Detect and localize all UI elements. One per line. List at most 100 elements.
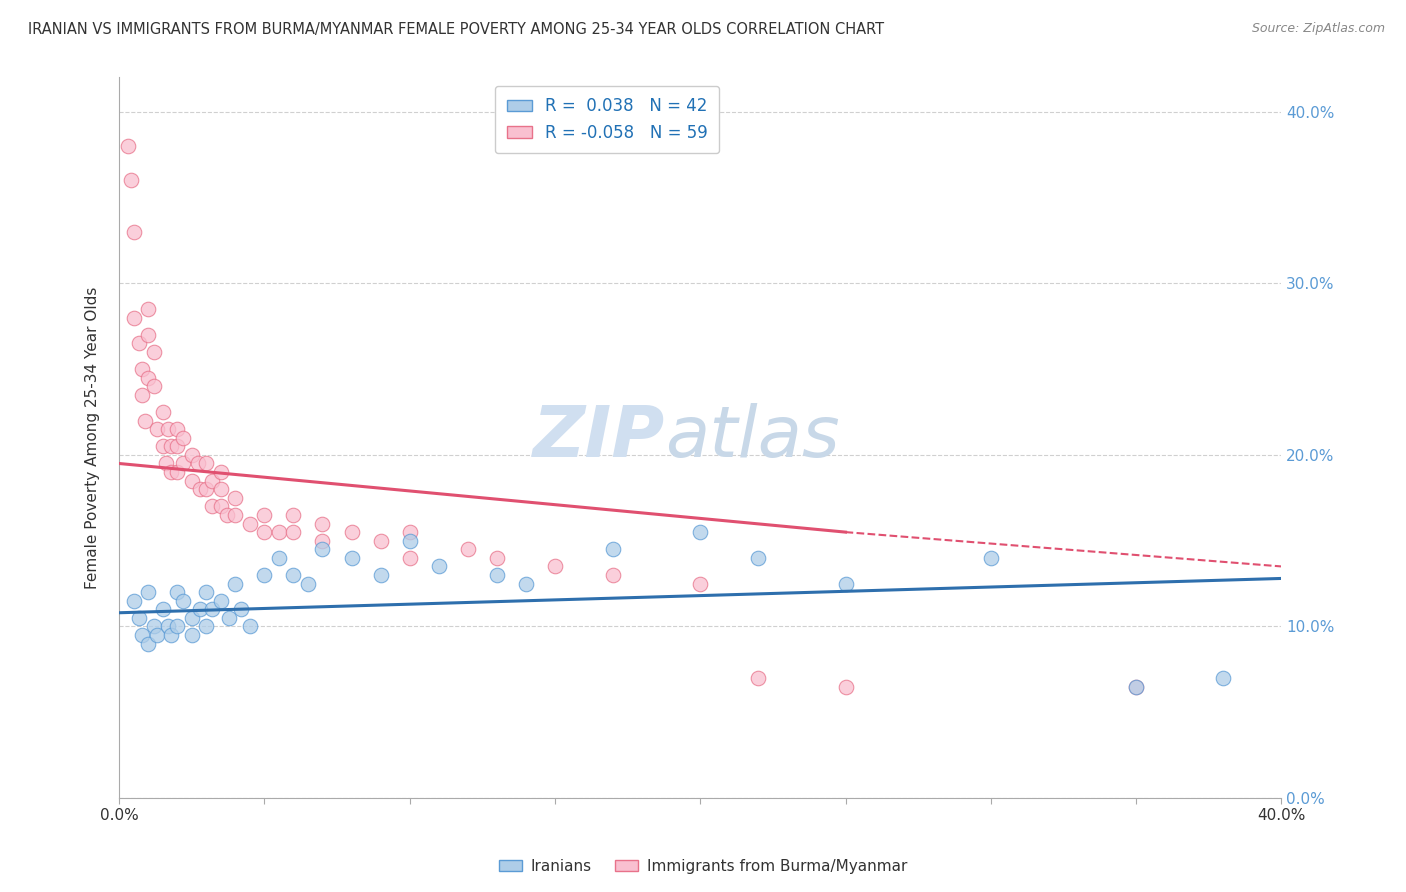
Point xyxy=(131,628,153,642)
Point xyxy=(229,602,252,616)
Text: atlas: atlas xyxy=(665,403,839,472)
Point xyxy=(136,585,159,599)
Legend: Iranians, Immigrants from Burma/Myanmar: Iranians, Immigrants from Burma/Myanmar xyxy=(492,853,914,880)
Point xyxy=(142,379,165,393)
Point xyxy=(253,525,276,540)
Point xyxy=(146,422,169,436)
Point xyxy=(180,474,202,488)
Point xyxy=(370,568,392,582)
Point xyxy=(142,619,165,633)
Point xyxy=(128,336,150,351)
Point xyxy=(689,576,711,591)
Point xyxy=(195,482,218,496)
Point xyxy=(1125,680,1147,694)
Point xyxy=(195,619,218,633)
Point xyxy=(128,611,150,625)
Point xyxy=(172,593,194,607)
Point xyxy=(201,500,224,514)
Point xyxy=(239,619,262,633)
Point xyxy=(152,439,174,453)
Point xyxy=(155,457,177,471)
Point xyxy=(195,585,218,599)
Point xyxy=(515,576,537,591)
Point xyxy=(142,345,165,359)
Point xyxy=(172,457,194,471)
Point xyxy=(201,602,224,616)
Point xyxy=(1212,671,1234,685)
Point xyxy=(311,542,333,557)
Point xyxy=(218,611,240,625)
Legend: R =  0.038   N = 42, R = -0.058   N = 59: R = 0.038 N = 42, R = -0.058 N = 59 xyxy=(495,86,720,153)
Point xyxy=(215,508,238,522)
Point xyxy=(166,585,188,599)
Point xyxy=(253,568,276,582)
Point xyxy=(834,576,856,591)
Point xyxy=(224,508,246,522)
Point xyxy=(239,516,262,531)
Point xyxy=(172,431,194,445)
Point xyxy=(186,457,208,471)
Point xyxy=(485,550,508,565)
Point xyxy=(146,628,169,642)
Point xyxy=(166,619,188,633)
Point xyxy=(152,602,174,616)
Point xyxy=(283,568,305,582)
Point xyxy=(267,525,290,540)
Text: ZIP: ZIP xyxy=(533,403,665,472)
Point xyxy=(180,611,202,625)
Point xyxy=(980,550,1002,565)
Point xyxy=(157,422,180,436)
Y-axis label: Female Poverty Among 25-34 Year Olds: Female Poverty Among 25-34 Year Olds xyxy=(86,286,100,589)
Point xyxy=(209,482,232,496)
Point xyxy=(160,465,183,479)
Point xyxy=(166,422,188,436)
Point xyxy=(602,568,624,582)
Point xyxy=(370,533,392,548)
Point xyxy=(1125,680,1147,694)
Point xyxy=(398,525,420,540)
Point xyxy=(747,671,769,685)
Point xyxy=(136,327,159,342)
Point xyxy=(160,439,183,453)
Point xyxy=(117,139,139,153)
Text: Source: ZipAtlas.com: Source: ZipAtlas.com xyxy=(1251,22,1385,36)
Point xyxy=(340,550,363,565)
Point xyxy=(131,362,153,376)
Point xyxy=(134,414,156,428)
Point xyxy=(311,533,333,548)
Point xyxy=(209,593,232,607)
Point xyxy=(136,301,159,316)
Point xyxy=(180,628,202,642)
Point xyxy=(689,525,711,540)
Text: IRANIAN VS IMMIGRANTS FROM BURMA/MYANMAR FEMALE POVERTY AMONG 25-34 YEAR OLDS CO: IRANIAN VS IMMIGRANTS FROM BURMA/MYANMAR… xyxy=(28,22,884,37)
Point xyxy=(120,173,142,187)
Point xyxy=(267,550,290,565)
Point xyxy=(297,576,319,591)
Point xyxy=(209,500,232,514)
Point xyxy=(253,508,276,522)
Point xyxy=(283,508,305,522)
Point xyxy=(131,388,153,402)
Point xyxy=(190,482,212,496)
Point xyxy=(224,576,246,591)
Point xyxy=(457,542,479,557)
Point xyxy=(602,542,624,557)
Point xyxy=(180,448,202,462)
Point xyxy=(544,559,567,574)
Point xyxy=(485,568,508,582)
Point xyxy=(398,533,420,548)
Point xyxy=(190,602,212,616)
Point xyxy=(195,457,218,471)
Point xyxy=(136,637,159,651)
Point xyxy=(834,680,856,694)
Point xyxy=(166,465,188,479)
Point xyxy=(398,550,420,565)
Point xyxy=(152,405,174,419)
Point xyxy=(166,439,188,453)
Point xyxy=(122,310,145,325)
Point xyxy=(427,559,450,574)
Point xyxy=(122,225,145,239)
Point xyxy=(311,516,333,531)
Point xyxy=(122,593,145,607)
Point xyxy=(747,550,769,565)
